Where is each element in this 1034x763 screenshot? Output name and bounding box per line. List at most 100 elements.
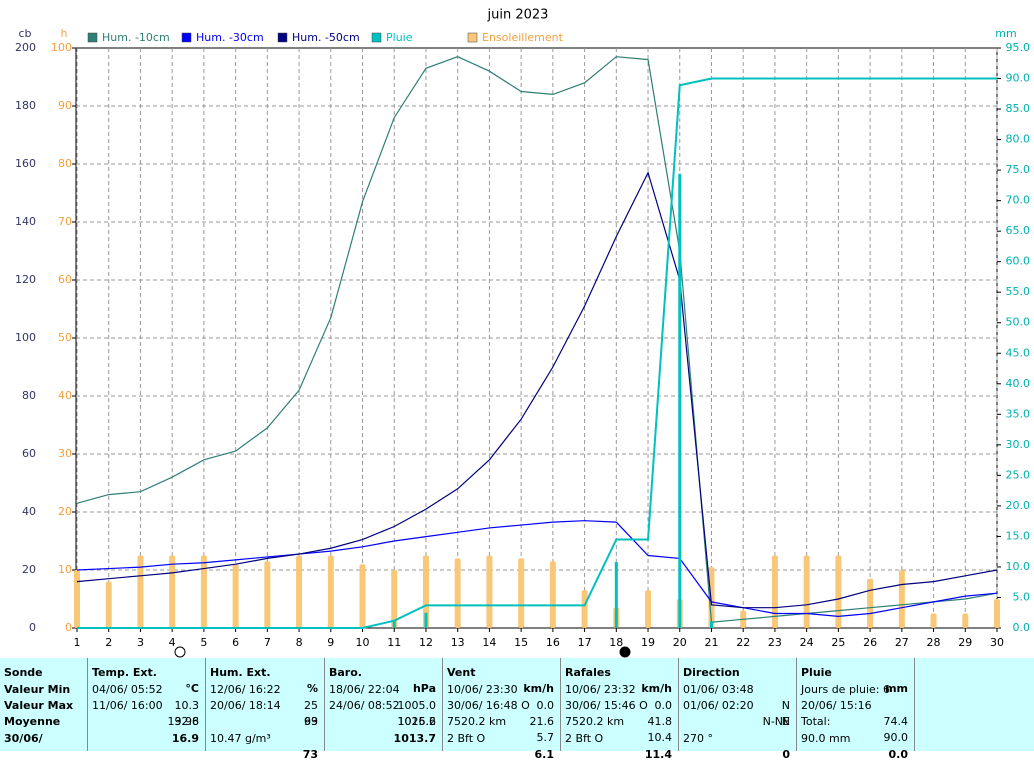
table-cell: 30/06/ 16:48 O 21.6 [447,698,554,728]
x-tick-label: 26 [863,636,877,649]
table-cell: 24/06/ 08:52 1025.2 [329,698,436,728]
y3-tick-label: 70.0 [1006,194,1031,207]
sun-bar [803,555,810,628]
column-header: Direction [683,665,790,681]
table-cell: 12/06/ 16:22 25 [210,682,318,712]
y-tick-label: 120 [15,273,36,286]
x-tick-label: 5 [200,636,207,649]
cell-value: 32.8 [174,715,200,728]
sun-bar [359,564,366,628]
table-cell: 1013.7 [329,731,436,747]
cell-value: 10.3 [174,699,200,712]
column-title: Hum. Ext. [210,666,271,679]
y-axis-label: cb [18,27,31,40]
column-unit: hPa [412,682,436,695]
x-tick-label: 21 [704,636,718,649]
y3-axis-label: mm [995,27,1016,40]
x-tick-label: 29 [958,636,972,649]
cell-value: 25 [304,699,318,712]
sun-bar [994,599,1000,628]
cell-text: 7520.2 km [447,715,507,728]
cell-value: 19.96 [167,715,200,728]
cell-text: 10/06/ 23:30 [447,683,518,696]
sun-bar [835,555,842,628]
table-column: Pluie mm Jours de pluie: 6 20/06/ 15:16 74.4… [797,658,915,761]
table-cell: 270 ° 0 [683,731,790,761]
cell-text: 30/06/ 16:48 O [447,699,530,712]
table-cell: Total: 90.0 [801,714,908,744]
legend-swatch [87,32,98,43]
cell-value: 11.4 [644,748,672,761]
x-tick-label: 6 [232,636,239,649]
x-tick-label: 14 [482,636,496,649]
cell-text: 01/06/ 03:48 [683,683,754,696]
column-header: Hum. Ext.% [210,665,318,695]
table-cell: 19.96 [92,714,200,730]
y3-tick-label: 25.0 [1006,468,1031,481]
cell-value: N [781,699,790,712]
cell-text: Total: [801,715,831,728]
y3-tick-label: 95.0 [1006,41,1031,54]
x-tick-label: 10 [356,636,370,649]
x-tick-label: 20 [673,636,687,649]
y3-tick-label: 90.0 [1006,72,1031,85]
y-tick-label: 60 [22,447,36,460]
legend-label: Hum. -10cm [102,31,170,44]
cell-text: 30/06/ 15:46 O [565,699,648,712]
table-cell: 04/06/ 05:52 10.3 [92,682,199,712]
cell-text: 2 Bft O [447,732,486,745]
x-tick-label: 19 [641,636,655,649]
column-unit: mm [885,682,908,695]
table-cell: 2 Bft O 11.4 [565,731,672,761]
x-tick-label: 11 [387,636,401,649]
rain-bar [424,612,428,628]
column-title: Vent [447,666,476,679]
cell-text: 11/06/ 16:00 [92,699,163,712]
sun-bar [518,558,525,628]
sun-bar [962,613,969,628]
column-title: Rafales [565,666,611,679]
series-line [77,77,997,629]
cell-value: 21.6 [529,715,555,728]
y3-tick-label: 20.0 [1006,499,1031,512]
rain-bar [709,621,713,628]
row-label: Valeur Min [4,683,71,696]
y-tick-label: 20 [22,563,36,576]
x-tick-label: 17 [578,636,592,649]
y3-tick-label: 0.0 [1013,621,1031,634]
sun-bar [264,561,271,628]
series-line [76,171,998,609]
legend-label: Ensoleillement [482,31,564,44]
y2-tick-label: 50 [58,331,72,344]
series-line [76,520,998,618]
table-cell: 16.9 [92,731,199,747]
table-cell: 18/06/ 22:04 1005.0 [329,682,436,712]
y3-tick-label: 35.0 [1006,407,1031,420]
x-tick-label: 1 [74,636,81,649]
y3-tick-label: 30.0 [1006,438,1031,451]
chart-title: juin 2023 [487,8,549,23]
table-cell: 2 Bft O 6.1 [447,731,554,761]
legend-swatch [277,32,288,43]
legend-label: Hum. -30cm [196,31,264,44]
table-column: Baro. hPa 18/06/ 22:04 1005.0 24/06/ 08:52 10… [325,658,443,751]
x-tick-label: 3 [137,636,144,649]
legend-swatch [371,32,382,43]
y2-axis-label: h [61,27,68,40]
x-tick-label: 25 [831,636,845,649]
cell-text: Jours de pluie: 6 [801,683,890,696]
x-tick-label: 22 [736,636,750,649]
sun-bar [549,561,556,628]
y3-tick-label: 85.0 [1006,102,1031,115]
x-tick-label: 13 [451,636,465,649]
y2-tick-label: 90 [58,99,72,112]
legend-label: Hum. -50cm [292,31,360,44]
sun-bar [327,555,334,628]
column-title: Pluie [801,666,832,679]
cell-text: 04/06/ 05:52 [92,683,163,696]
y2-tick-label: 100 [51,41,72,54]
cell-value: 1016.6 [397,715,437,728]
sun-bar [771,555,778,628]
y3-tick-label: 40.0 [1006,377,1031,390]
